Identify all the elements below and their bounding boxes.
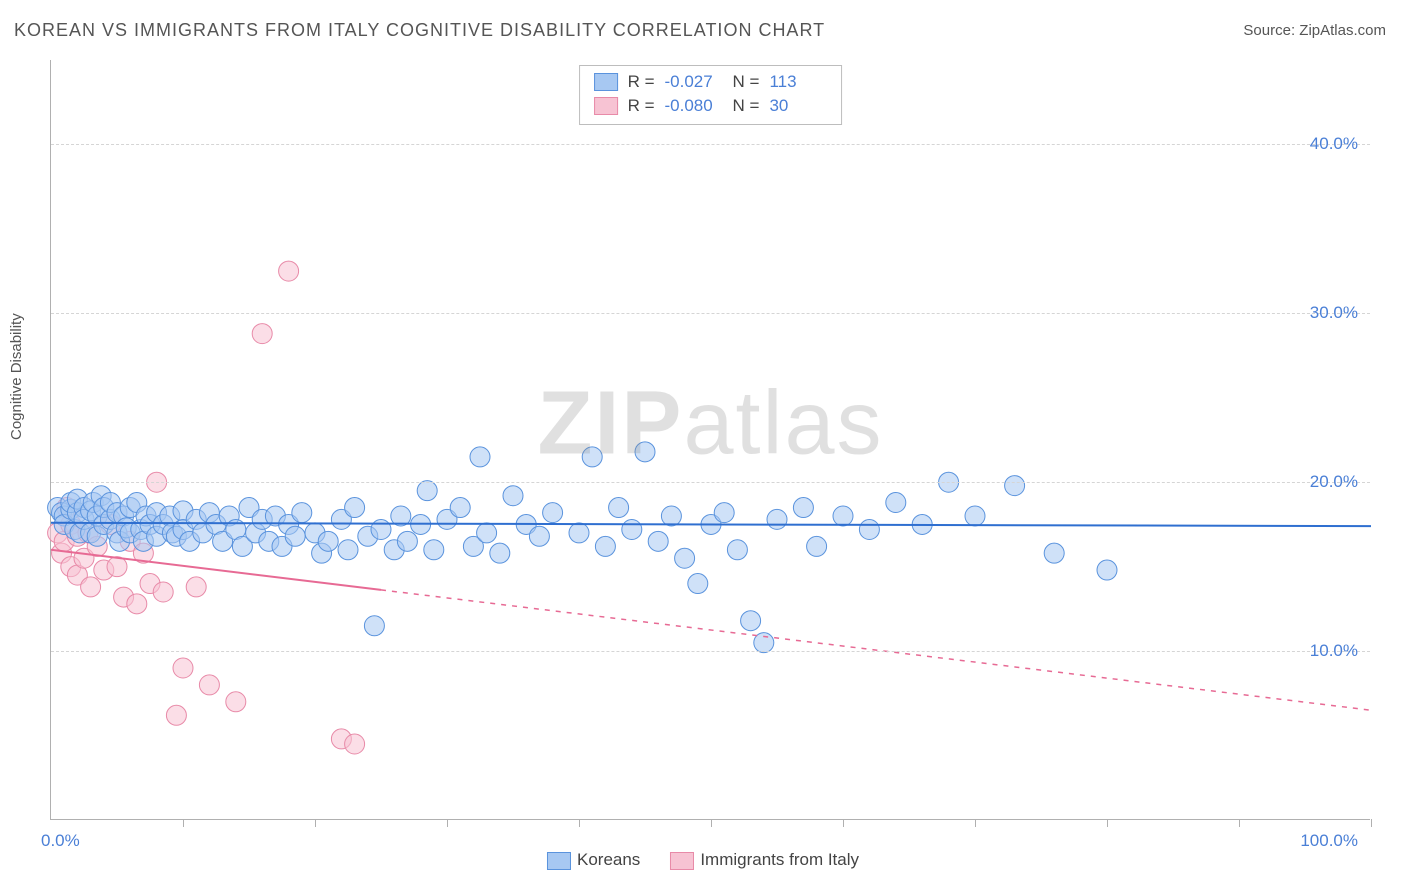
data-point [186, 577, 206, 597]
legend-swatch-italy [594, 97, 618, 115]
data-point [345, 498, 365, 518]
data-point [793, 498, 813, 518]
data-point [127, 594, 147, 614]
data-point [595, 536, 615, 556]
data-point [727, 540, 747, 560]
data-point [609, 498, 629, 518]
y-tick-label: 10.0% [1310, 641, 1358, 661]
data-point [81, 577, 101, 597]
data-point [424, 540, 444, 560]
data-point [582, 447, 602, 467]
data-point [417, 481, 437, 501]
data-point [648, 531, 668, 551]
legend-swatch-koreans [594, 73, 618, 91]
data-point [661, 506, 681, 526]
x-axis-label-min: 0.0% [41, 831, 80, 851]
data-point [1005, 476, 1025, 496]
series-legend: Koreans Immigrants from Italy [547, 850, 859, 870]
data-point [450, 498, 470, 518]
data-point [199, 675, 219, 695]
data-point [252, 324, 272, 344]
source-attribution: Source: ZipAtlas.com [1243, 22, 1386, 39]
data-point [886, 492, 906, 512]
trend-line-dashed [381, 590, 1371, 710]
data-point [714, 503, 734, 523]
data-point [833, 506, 853, 526]
data-point [490, 543, 510, 563]
data-point [338, 540, 358, 560]
legend-swatch-icon [670, 852, 694, 870]
data-point [285, 526, 305, 546]
data-point [965, 506, 985, 526]
data-point [622, 520, 642, 540]
scatter-svg [51, 60, 1370, 819]
data-point [807, 536, 827, 556]
data-point [675, 548, 695, 568]
data-point [364, 616, 384, 636]
plot-area: ZIPatlas R = -0.027 N = 113 R = -0.080 N… [50, 60, 1370, 820]
y-axis-label: Cognitive Disability [8, 313, 25, 440]
data-point [859, 520, 879, 540]
data-point [741, 611, 761, 631]
correlation-legend: R = -0.027 N = 113 R = -0.080 N = 30 [579, 65, 843, 125]
data-point [1097, 560, 1117, 580]
data-point [153, 582, 173, 602]
y-tick-label: 20.0% [1310, 472, 1358, 492]
data-point [173, 658, 193, 678]
data-point [318, 531, 338, 551]
y-tick-label: 30.0% [1310, 303, 1358, 323]
data-point [543, 503, 563, 523]
data-point [688, 574, 708, 594]
data-point [569, 523, 589, 543]
legend-row-italy: R = -0.080 N = 30 [594, 94, 828, 118]
data-point [371, 520, 391, 540]
data-point [226, 692, 246, 712]
source-value: ZipAtlas.com [1299, 22, 1386, 39]
legend-item-koreans: Koreans [547, 850, 640, 870]
data-point [166, 705, 186, 725]
legend-row-koreans: R = -0.027 N = 113 [594, 70, 828, 94]
data-point [477, 523, 497, 543]
data-point [767, 509, 787, 529]
legend-swatch-icon [547, 852, 571, 870]
data-point [397, 531, 417, 551]
y-tick-label: 40.0% [1310, 134, 1358, 154]
data-point [107, 557, 127, 577]
data-point [503, 486, 523, 506]
x-axis-label-max: 100.0% [1300, 831, 1358, 851]
data-point [529, 526, 549, 546]
legend-item-italy: Immigrants from Italy [670, 850, 859, 870]
data-point [279, 261, 299, 281]
source-label: Source: [1243, 22, 1295, 39]
data-point [470, 447, 490, 467]
data-point [292, 503, 312, 523]
data-point [635, 442, 655, 462]
data-point [1044, 543, 1064, 563]
data-point [345, 734, 365, 754]
chart-title: KOREAN VS IMMIGRANTS FROM ITALY COGNITIV… [14, 20, 825, 41]
